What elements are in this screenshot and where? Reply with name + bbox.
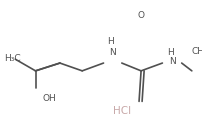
Text: N: N — [168, 57, 175, 66]
Text: CH₃: CH₃ — [191, 47, 202, 57]
Text: H₃C: H₃C — [4, 54, 21, 63]
Text: H: H — [166, 48, 173, 57]
Text: O: O — [137, 11, 144, 20]
Text: OH: OH — [43, 94, 56, 103]
Text: N: N — [109, 48, 116, 57]
Text: H: H — [107, 37, 114, 46]
Text: HCl: HCl — [112, 106, 130, 115]
